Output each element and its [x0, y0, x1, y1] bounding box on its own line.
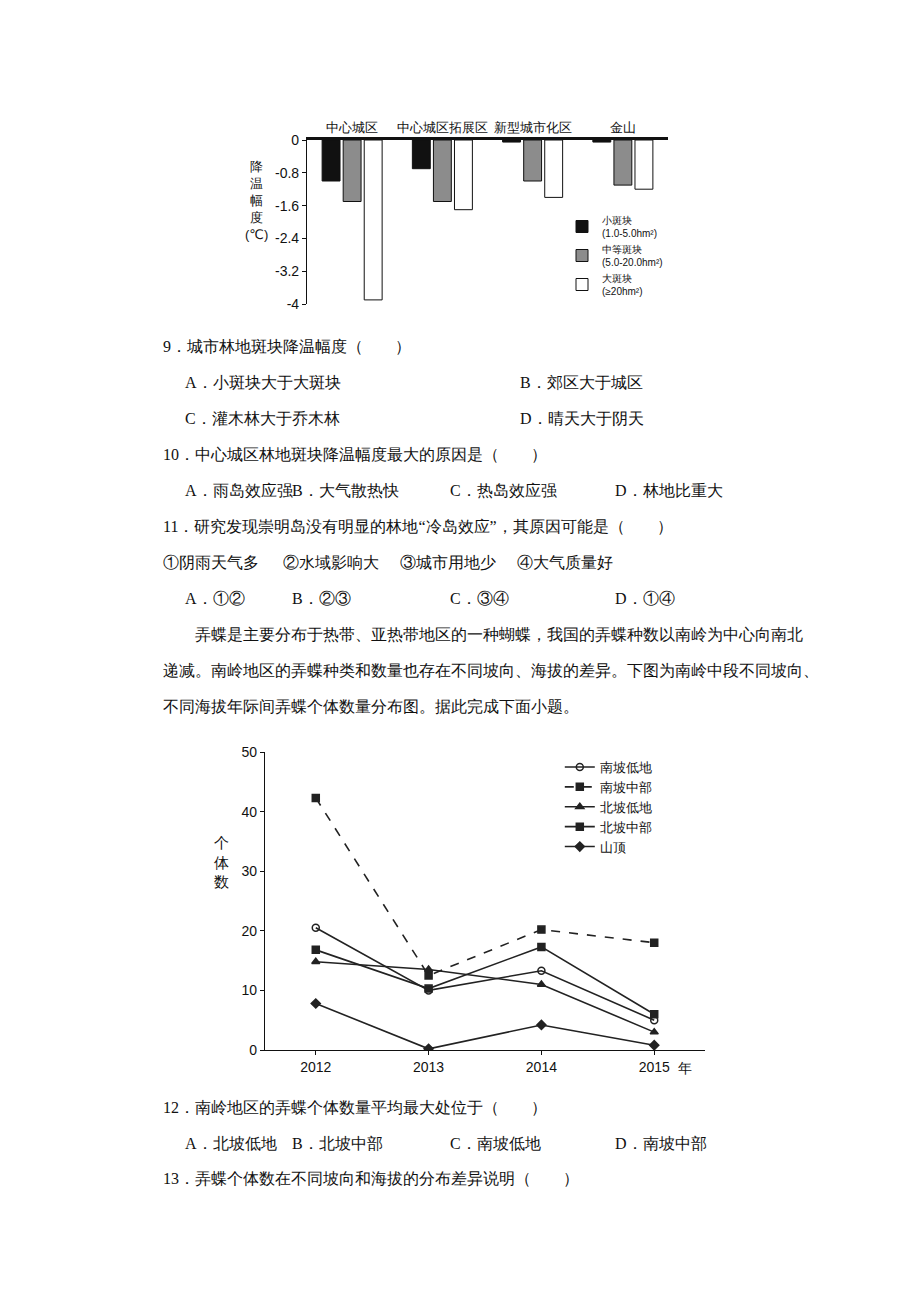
svg-text:50: 50	[242, 744, 258, 760]
svg-text:个体数: 个体数	[214, 834, 229, 890]
html-text:11．研究发现崇明岛没有明显的林地“冷岛效应”，其原因可能是: 11．研究发现崇明岛没有明显的林地“冷岛效应”，其原因可能是（ ）	[163, 518, 673, 535]
svg-text:-2.4: -2.4	[275, 230, 299, 246]
html-text:④大气质量好: ④大气质量好	[517, 554, 613, 571]
html-text:B．北坡中部: B．北坡中部	[292, 1134, 383, 1152]
svg-text:中心城区: 中心城区	[326, 120, 378, 135]
svg-text:大斑块(≥20hm²): 大斑块(≥20hm²)	[602, 273, 643, 297]
html-text:②水域影响大: ②水域影响大	[283, 554, 379, 571]
html-text:D．南坡中部: D．南坡中部	[615, 1134, 707, 1152]
html-text:C．热岛效应强: C．热岛效应强	[450, 482, 557, 499]
html-text:B．②③: B．②③	[292, 590, 351, 607]
svg-text:北坡中部: 北坡中部	[600, 820, 652, 835]
svg-text:小斑块(1.0-5.0hm²): 小斑块(1.0-5.0hm²)	[602, 215, 657, 239]
html-text:D．①④: D．①④	[615, 590, 675, 607]
html-text:A．北坡低地: A．北坡低地	[185, 1134, 277, 1152]
svg-text:降温幅度(℃): 降温幅度(℃)	[245, 159, 268, 242]
html-text:C．南坡低地: C．南坡低地	[450, 1134, 541, 1152]
html-text:13．弄蝶个体数在不同坡向和海拔的分布差异说明（ ）: 13．弄蝶个体数在不同坡向和海拔的分布差异说明（ ）	[163, 1170, 579, 1187]
svg-text:-4: -4	[287, 296, 300, 312]
svg-text:2013: 2013	[413, 1059, 444, 1075]
svg-text:新型城市化区: 新型城市化区	[494, 120, 572, 135]
svg-text:-3.2: -3.2	[275, 263, 299, 279]
svg-text:山顶: 山顶	[600, 840, 626, 855]
svg-text:0: 0	[291, 132, 299, 148]
html-text:弄蝶是主要分布于热带、亚热带地区的一种蝴蝶，我国的弄蝶种数以: 弄蝶是主要分布于热带、亚热带地区的一种蝴蝶，我国的弄蝶种数以南岭为中心向南北	[195, 626, 803, 643]
html-text:不同海拔年际间弄蝶个体数量分布图。据此完成下面小题。: 不同海拔年际间弄蝶个体数量分布图。据此完成下面小题。	[163, 698, 579, 715]
svg-text:南坡中部: 南坡中部	[600, 780, 652, 795]
html-text:D．晴天大于阴天: D．晴天大于阴天	[520, 410, 644, 427]
svg-text:2014: 2014	[526, 1059, 557, 1075]
html-text:12．南岭地区的弄蝶个体数量平均最大处位于（ ）: 12．南岭地区的弄蝶个体数量平均最大处位于（ ）	[163, 1099, 547, 1116]
svg-text:-0.8: -0.8	[275, 165, 299, 181]
html-text:A．①②: A．①②	[185, 590, 245, 607]
html-text:10．中心城区林地斑块降温幅度最大的原因是（ ）: 10．中心城区林地斑块降温幅度最大的原因是（ ）	[163, 446, 547, 463]
html-text:B．郊区大于城区: B．郊区大于城区	[520, 374, 643, 391]
svg-text:南坡低地: 南坡低地	[600, 760, 652, 775]
html-text:递减。南岭地区的弄蝶种类和数量也存在不同坡向、海拔的差异。下: 递减。南岭地区的弄蝶种类和数量也存在不同坡向、海拔的差异。下图为南岭中段不同坡向…	[163, 662, 819, 679]
svg-text:40: 40	[242, 804, 258, 820]
html-text:9．城市林地斑块降温幅度（ ）: 9．城市林地斑块降温幅度（ ）	[163, 338, 411, 355]
html-text:C．灌木林大于乔木林: C．灌木林大于乔木林	[185, 410, 340, 427]
html-text:A．小斑块大于大斑块: A．小斑块大于大斑块	[185, 374, 341, 391]
html-text:①阴雨天气多: ①阴雨天气多	[163, 554, 259, 571]
svg-text:中心城区拓展区: 中心城区拓展区	[397, 120, 488, 135]
html-text:A．雨岛效应强B．大气散热快: A．雨岛效应强B．大气散热快	[185, 482, 399, 499]
svg-text:北坡低地: 北坡低地	[600, 800, 652, 815]
svg-text:年: 年	[678, 1060, 692, 1076]
svg-text:0: 0	[249, 1042, 257, 1058]
html-text:D．林地比重大: D．林地比重大	[615, 482, 723, 499]
html-text:③城市用地少: ③城市用地少	[400, 554, 496, 571]
svg-text:中等斑块(5.0-20.0hm²): 中等斑块(5.0-20.0hm²)	[602, 244, 663, 268]
svg-text:20: 20	[242, 923, 258, 939]
svg-text:金山: 金山	[610, 120, 636, 135]
svg-text:-1.6: -1.6	[275, 198, 299, 214]
svg-text:2012: 2012	[300, 1059, 331, 1075]
html-text:C．③④: C．③④	[450, 590, 509, 607]
svg-text:10: 10	[242, 982, 258, 998]
svg-text:2015: 2015	[639, 1059, 670, 1075]
svg-text:30: 30	[242, 863, 258, 879]
